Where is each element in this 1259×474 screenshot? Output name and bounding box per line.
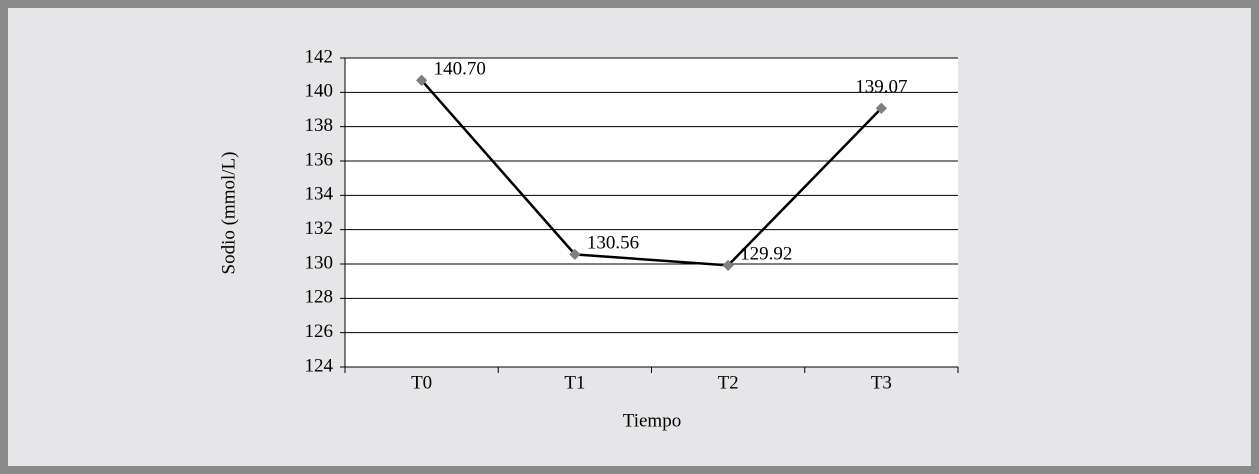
y-tick-label: 138: [305, 115, 334, 136]
plot-area: [345, 58, 958, 367]
y-axis-title: Sodio (mmol/L): [218, 152, 239, 275]
y-tick-label: 126: [305, 321, 334, 342]
data-label: 140.70: [434, 59, 486, 80]
y-tick-label: 136: [305, 149, 334, 170]
x-tick-label: T0: [411, 372, 432, 393]
y-tick-label: 130: [305, 252, 334, 273]
y-tick-label: 140: [305, 81, 334, 102]
y-tick-label: 128: [305, 287, 334, 308]
data-label: 129.92: [740, 244, 792, 265]
data-label: 139.07: [855, 77, 907, 98]
x-tick-label: T1: [564, 372, 585, 393]
x-tick-label: T2: [718, 372, 739, 393]
x-axis-title: Tiempo: [623, 410, 681, 431]
x-tick-label: T3: [871, 372, 892, 393]
marker: [722, 259, 734, 272]
data-label: 130.56: [587, 233, 639, 254]
line: [420, 79, 883, 267]
y-tick-label: 142: [305, 46, 334, 67]
y-tick-label: 134: [305, 184, 334, 205]
marker: [569, 248, 581, 261]
y-tick-label: 124: [305, 355, 334, 376]
y-tick-label: 132: [305, 218, 334, 239]
